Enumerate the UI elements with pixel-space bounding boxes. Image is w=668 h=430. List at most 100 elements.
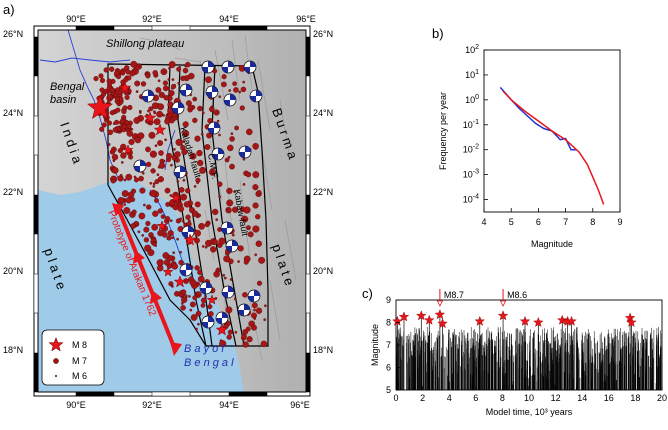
earthquake-dot xyxy=(111,167,119,174)
earthquake-dot xyxy=(141,234,145,237)
earthquake-dot xyxy=(242,183,246,186)
earthquake-dot xyxy=(121,190,129,198)
earthquake-dot xyxy=(245,326,251,332)
frame-tick-left xyxy=(33,352,39,393)
earthquake-dot xyxy=(164,138,167,142)
c-y-tick-label: 8 xyxy=(386,318,391,328)
earthquake-dot xyxy=(158,150,164,156)
c-x-tick-label: 2 xyxy=(420,393,425,403)
earthquake-dot xyxy=(245,171,252,178)
earthquake-dot xyxy=(242,292,248,298)
c-x-tick-label: 12 xyxy=(551,393,561,403)
earthquake-dot xyxy=(233,297,237,301)
earthquake-dot xyxy=(179,250,182,254)
shillong-plateau-label: Shillong plateau xyxy=(106,38,184,50)
b-x-tick-label: 7 xyxy=(563,217,568,227)
earthquake-dot xyxy=(231,233,235,237)
frame-tick-bottom xyxy=(151,391,191,397)
cmf-label: C.M.F. xyxy=(206,153,220,180)
earthquake-dot xyxy=(121,123,127,129)
focal-mechanism-quadrant xyxy=(221,222,233,234)
earthquake-dot xyxy=(107,129,114,136)
c-event-bar xyxy=(396,327,663,390)
earthquake-dot xyxy=(137,230,141,234)
earthquake-dot xyxy=(99,126,105,132)
earthquake-dot xyxy=(223,255,231,263)
earthquake-dot xyxy=(161,231,168,238)
earthquake-dot xyxy=(109,149,116,155)
earthquake-dot xyxy=(226,199,234,207)
earthquake-dot xyxy=(145,73,151,79)
earthquake-dot xyxy=(233,190,236,194)
earthquake-dot xyxy=(156,173,160,177)
earthquake-dot xyxy=(199,166,207,174)
earthquake-dot xyxy=(176,237,179,241)
earthquake-dot xyxy=(145,161,152,168)
earthquake-dot xyxy=(237,260,240,263)
m8-star-icon xyxy=(206,294,218,305)
earthquake-dot xyxy=(180,289,187,295)
earthquake-dot xyxy=(204,245,208,249)
earthquake-dot xyxy=(252,225,260,233)
m8-star-icon xyxy=(170,192,182,203)
earthquake-dot xyxy=(123,203,127,206)
earthquake-dot xyxy=(150,168,156,174)
earthquake-dot xyxy=(93,76,99,82)
earthquake-dot xyxy=(175,218,181,224)
earthquake-dot xyxy=(194,229,201,237)
earthquake-dot xyxy=(182,178,186,182)
earthquake-dot xyxy=(246,128,253,136)
earthquake-dot xyxy=(149,181,153,185)
legend-star-icon xyxy=(48,337,64,352)
earthquake-dot xyxy=(172,203,179,211)
earthquake-dot xyxy=(234,330,238,334)
earthquake-dot xyxy=(185,61,191,68)
earthquake-dot xyxy=(213,270,220,278)
earthquake-dot xyxy=(192,295,198,301)
earthquake-dot xyxy=(157,176,164,183)
focal-mechanism-quadrant xyxy=(134,160,146,172)
earthquake-dot xyxy=(185,188,191,194)
earthquake-dot xyxy=(110,178,116,184)
earthquake-dot xyxy=(151,223,159,231)
earthquake-dot xyxy=(109,87,115,93)
earthquake-dot xyxy=(197,159,204,167)
earthquake-dot xyxy=(224,157,230,163)
earthquake-dot xyxy=(176,180,180,183)
earthquake-dot xyxy=(152,182,156,186)
earthquake-dot xyxy=(130,60,138,68)
earthquake-dot xyxy=(169,219,173,223)
lon-label-90-bottom: 90°E xyxy=(66,400,86,410)
frame-tick-right xyxy=(305,273,311,314)
m8-star-icon xyxy=(162,266,174,277)
lon-label-96-bottom: 96°E xyxy=(290,400,310,410)
lon-label-92-top: 92°E xyxy=(142,14,162,24)
earthquake-dot xyxy=(198,222,205,230)
focal-mechanisms xyxy=(133,60,263,329)
earthquake-dot xyxy=(193,185,197,188)
c-x-tick-label: 0 xyxy=(393,393,398,403)
frame-tick-left xyxy=(33,273,39,314)
earthquake-dot xyxy=(162,80,168,86)
earthquake-dot xyxy=(169,118,175,124)
c-x-tick-label: 6 xyxy=(473,393,478,403)
b-series-model xyxy=(502,90,605,205)
b-y-tick-label: 100 xyxy=(465,94,479,105)
lat-label-20-left: 20°N xyxy=(3,266,23,276)
earthquake-dot xyxy=(197,269,203,276)
earthquake-dot xyxy=(134,136,142,144)
b-x-axis: 4 5 6 7 8 9 xyxy=(481,208,623,227)
earthquake-dot xyxy=(197,105,203,112)
earthquake-dot xyxy=(185,100,192,107)
earthquake-dot xyxy=(165,152,173,159)
earthquake-dot xyxy=(181,149,188,156)
c-big-event-star xyxy=(626,316,637,327)
c-big-event-star xyxy=(533,316,544,327)
earthquake-dot xyxy=(111,153,119,161)
legend-label-m8: M 8 xyxy=(72,340,87,350)
earthquake-dot xyxy=(210,246,217,253)
lon-label-92-bottom: 92°E xyxy=(142,400,162,410)
c-x-tick-label: 8 xyxy=(500,393,505,403)
earthquake-dot xyxy=(182,130,190,137)
c-y-tick-label: 9 xyxy=(386,295,391,305)
